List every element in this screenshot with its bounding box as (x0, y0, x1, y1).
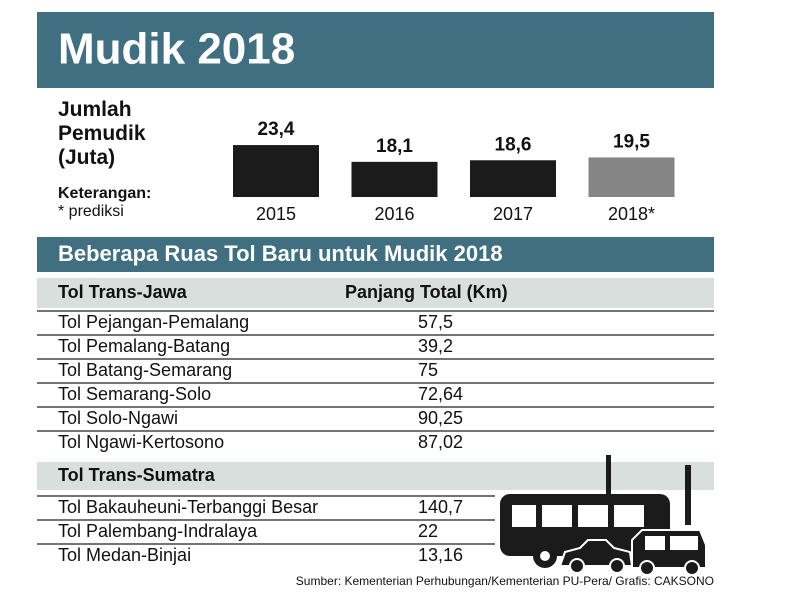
row-length: 39,2 (418, 336, 453, 356)
column-header: Tol Trans-Jawa (58, 282, 188, 302)
row-name: Tol Pejangan-Pemalang (58, 312, 249, 332)
value-label: 18,6 (495, 134, 532, 155)
column-header: Panjang Total (Km) (345, 282, 508, 302)
row-name: Tol Solo-Ngawi (58, 408, 178, 428)
bar (588, 157, 675, 197)
row-length: 13,16 (418, 545, 463, 565)
row-name: Tol Palembang-Indralaya (58, 521, 258, 541)
note-title: Keterangan: (58, 185, 151, 202)
row-length: 87,02 (418, 432, 463, 452)
row-length: 57,5 (418, 312, 453, 332)
x-tick-label: 2015 (256, 204, 296, 224)
row-length: 72,64 (418, 384, 463, 404)
value-label: 19,5 (613, 131, 650, 152)
table-title-band (37, 237, 714, 272)
row-length: 75 (418, 360, 438, 380)
bar (470, 160, 556, 197)
source: Sumber: Kementerian Perhubungan/Kementer… (296, 574, 714, 588)
row-length: 140,7 (418, 497, 463, 517)
row-name: Tol Semarang-Solo (58, 384, 211, 404)
row-name: Tol Pemalang-Batang (58, 336, 230, 356)
title-band (37, 12, 714, 88)
chart-title: Mudik 2018 (58, 25, 295, 74)
section-header: Tol Trans-Sumatra (58, 465, 216, 485)
x-tick-label: 2016 (374, 204, 414, 224)
row-name: Tol Ngawi-Kertosono (58, 432, 224, 452)
section-band (37, 462, 714, 490)
table-header-band (37, 278, 714, 308)
vehicles-illustration (500, 455, 707, 576)
table-title: Beberapa Ruas Tol Baru untuk Mudik 2018 (58, 241, 503, 266)
y-label-box: Jumlah Pemudik (Juta) (58, 98, 146, 169)
bar (233, 145, 319, 197)
row-name: Tol Bakauheuni-Terbanggi Besar (58, 497, 318, 517)
value-label: 18,1 (376, 136, 413, 157)
y-label: Jumlah Pemudik (Juta) (58, 98, 146, 169)
note: * prediksi (58, 203, 124, 220)
row-length: 90,25 (418, 408, 463, 428)
x-tick-label: 2018* (608, 204, 655, 224)
row-name: Tol Medan-Binjai (58, 545, 191, 565)
x-tick-label: 2017 (493, 204, 533, 224)
row-name: Tol Batang-Semarang (58, 360, 232, 380)
bar (351, 161, 438, 197)
value-label: 23,4 (258, 119, 295, 140)
row-length: 22 (418, 521, 438, 541)
